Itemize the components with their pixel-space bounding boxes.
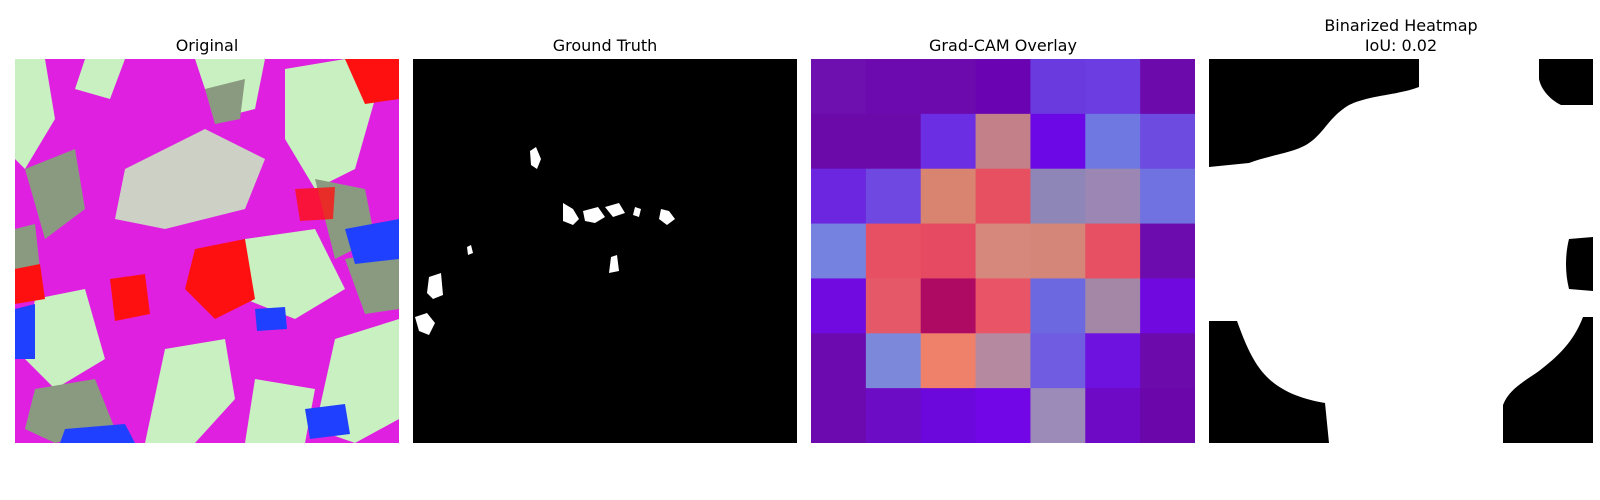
binarized-mask [1209, 59, 1593, 443]
gradcam-cell-r1-c6 [1140, 113, 1195, 170]
original-panel: Original [15, 0, 399, 443]
gradcam-cell-r5-c5 [1085, 333, 1141, 389]
gradcam-cell-r0-c4 [1030, 59, 1086, 115]
iou-score: IoU: 0.02 [1364, 36, 1438, 55]
ground-truth-panel: Ground Truth [413, 0, 797, 443]
gradcam-cell-r3-c3 [975, 223, 1031, 279]
gradcam-cell-r2-c5 [1085, 168, 1141, 225]
gradcam-cell-r3-c0 [811, 223, 867, 279]
gradcam-cell-r2-c3 [975, 168, 1031, 225]
gradcam-cell-r6-c0 [811, 388, 867, 443]
gradcam-cell-r6-c5 [1085, 388, 1141, 443]
gradcam-cell-r4-c5 [1085, 278, 1141, 334]
original-image [15, 59, 399, 443]
binarized-title: Binarized Heatmap IoU: 0.02 [1209, 16, 1593, 56]
gradcam-cell-r4-c6 [1140, 278, 1195, 334]
gradcam-cell-r0-c1 [865, 59, 922, 115]
gradcam-cell-r2-c0 [811, 168, 867, 225]
gradcam-cell-r4-c2 [920, 278, 977, 334]
gradcam-cell-r1-c0 [811, 113, 867, 170]
gradcam-cell-r4-c0 [811, 278, 867, 334]
gradcam-cell-r3-c5 [1085, 223, 1141, 279]
gradcam-overlay [811, 59, 1195, 443]
ground-truth-title: Ground Truth [552, 36, 658, 55]
gradcam-cell-r6-c3 [975, 388, 1031, 443]
gradcam-cell-r5-c4 [1030, 333, 1086, 389]
gradcam-cell-r5-c2 [920, 333, 977, 389]
ground-truth-mask [413, 59, 797, 443]
gradcam-cell-r4-c3 [975, 278, 1031, 334]
gradcam-cell-r0-c5 [1085, 59, 1141, 115]
binarized-panel: Binarized Heatmap IoU: 0.02 [1209, 0, 1593, 443]
gradcam-cell-r1-c1 [865, 113, 922, 170]
gradcam-cell-r5-c0 [811, 333, 867, 389]
gradcam-cell-r1-c2 [920, 113, 977, 170]
gradcam-cell-r0-c6 [1140, 59, 1195, 115]
gradcam-cell-r0-c3 [975, 59, 1031, 115]
gradcam-cell-r6-c4 [1030, 388, 1086, 443]
gradcam-cell-r2-c2 [920, 168, 977, 225]
binarized-title-text: Binarized Heatmap [1324, 16, 1478, 35]
gradcam-cell-r5-c3 [975, 333, 1031, 389]
gradcam-cell-r6-c6 [1140, 388, 1195, 443]
gradcam-cell-r5-c6 [1140, 333, 1195, 389]
gradcam-cell-r3-c2 [920, 223, 977, 279]
gradcam-cell-r3-c1 [865, 223, 922, 279]
gradcam-cell-r4-c1 [865, 278, 922, 334]
original-title: Original [175, 36, 239, 55]
gradcam-cell-r4-c4 [1030, 278, 1086, 334]
gradcam-cell-r1-c5 [1085, 113, 1141, 170]
gradcam-cell-r3-c4 [1030, 223, 1086, 279]
gradcam-panel: Grad-CAM Overlay [811, 0, 1195, 443]
gradcam-cell-r0-c0 [811, 59, 867, 115]
gradcam-title: Grad-CAM Overlay [929, 36, 1077, 55]
gradcam-cell-r2-c1 [865, 168, 922, 225]
gradcam-cell-r2-c4 [1030, 168, 1086, 225]
gradcam-cell-r6-c1 [865, 388, 922, 443]
gradcam-cell-r1-c3 [975, 113, 1031, 170]
gradcam-cell-r1-c4 [1030, 113, 1086, 170]
gradcam-cell-r2-c6 [1140, 168, 1195, 225]
gradcam-cell-r0-c2 [920, 59, 977, 115]
gradcam-cell-r3-c6 [1140, 223, 1195, 279]
gradcam-cell-r5-c1 [865, 333, 922, 389]
gradcam-cell-r6-c2 [920, 388, 977, 443]
